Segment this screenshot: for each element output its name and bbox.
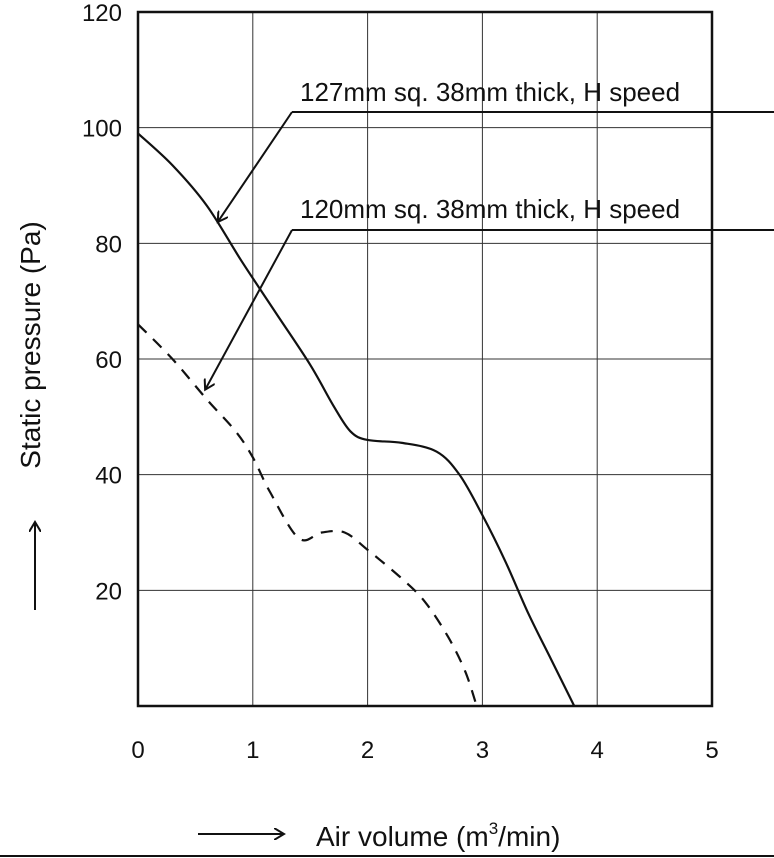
y-tick-label: 40 [95, 463, 122, 490]
y-tick-label: 100 [82, 116, 122, 143]
x-tick-labels: 0 1 2 3 4 5 [131, 737, 718, 764]
annotation-arrow [205, 229, 293, 390]
annotation-arrow [218, 111, 293, 222]
y-tick-labels: 20 40 60 80 100 120 [82, 0, 122, 605]
curve-127mm [137, 132, 576, 707]
grid-lines [138, 12, 712, 706]
y-tick-label: 80 [95, 231, 122, 258]
curve-120mm [137, 323, 478, 707]
plot-frame [136, 10, 714, 708]
annotation-120mm: 120mm sq. 38mm thick, H speed [300, 194, 680, 224]
x-tick-label: 4 [591, 737, 604, 764]
y-tick-label: 20 [95, 578, 122, 605]
x-tick-label: 0 [131, 737, 144, 764]
x-tick-label: 3 [476, 737, 489, 764]
annotations: 127mm sq. 38mm thick, H speed 120mm sq. 3… [205, 77, 774, 390]
x-tick-label: 2 [361, 737, 374, 764]
x-tick-label: 1 [246, 737, 259, 764]
y-axis-title: Static pressure (Pa) [15, 221, 46, 468]
x-tick-label: 5 [705, 737, 718, 764]
x-axis-title: Air volume (m3/min) [316, 819, 560, 852]
annotation-127mm: 127mm sq. 38mm thick, H speed [300, 77, 680, 107]
y-tick-label: 120 [82, 0, 122, 27]
y-tick-label: 60 [95, 347, 122, 374]
curves [137, 132, 576, 707]
